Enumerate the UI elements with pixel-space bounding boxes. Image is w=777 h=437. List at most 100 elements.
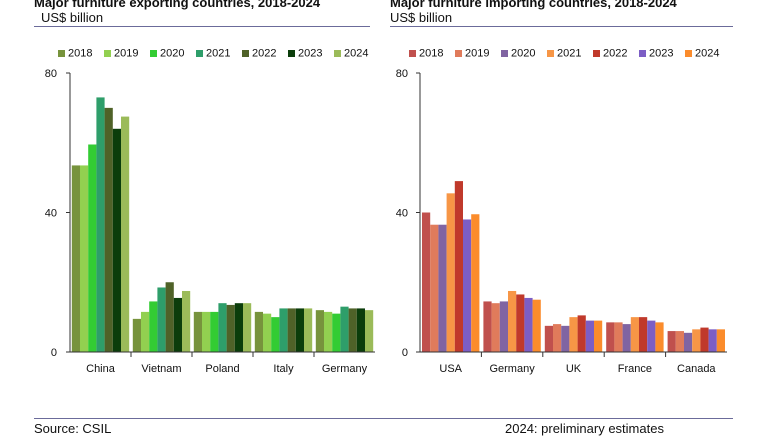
import-bar-uk-2020 [561, 325, 570, 352]
import-bar-france-2020 [622, 324, 631, 352]
import-category-label-canada: Canada [677, 363, 716, 375]
import-bar-uk-2024 [594, 320, 603, 352]
export-bar-vietnam-2020 [149, 301, 158, 352]
import-bar-uk-2019 [553, 324, 562, 352]
export-bar-italy-2022 [287, 308, 296, 352]
source-note: Source: CSIL [34, 421, 112, 436]
import-y-tick-label-40: 40 [396, 208, 408, 220]
export-bar-vietnam-2022 [165, 282, 174, 352]
export-chart-title: Major furniture exporting countries, 201… [34, 0, 321, 10]
export-bar-italy-2020 [271, 317, 280, 353]
import-category-label-usa: USA [439, 363, 462, 375]
export-bar-china-2019 [80, 165, 89, 352]
export-bar-china-2023 [112, 128, 121, 352]
export-bar-poland-2018 [193, 311, 202, 352]
export-y-tick-label-80: 80 [45, 68, 57, 80]
export-bar-italy-2019 [263, 313, 272, 352]
import-bar-usa-2022 [454, 181, 463, 352]
import-bar-usa-2023 [463, 219, 472, 352]
import-category-label-germany: Germany [489, 363, 535, 375]
export-legend-swatch-2018 [58, 50, 65, 57]
export-bar-italy-2024 [304, 308, 313, 352]
export-bar-germany-2023 [356, 308, 365, 352]
import-bar-canada-2022 [700, 327, 709, 352]
export-legend-swatch-2022 [242, 50, 249, 57]
export-legend-label-2022: 2022 [252, 48, 276, 60]
export-chart-unit: US$ billion [41, 10, 104, 25]
export-bar-vietnam-2021 [157, 287, 166, 352]
import-bar-uk-2022 [577, 315, 586, 352]
import-category-label-france: France [618, 363, 652, 375]
export-bar-poland-2023 [234, 303, 243, 352]
import-bar-france-2024 [655, 322, 664, 352]
export-bar-germany-2024 [365, 310, 374, 352]
export-bar-china-2018 [71, 165, 80, 352]
import-bar-canada-2019 [675, 331, 684, 352]
export-bar-germany-2020 [332, 313, 341, 352]
import-bar-france-2021 [630, 317, 639, 353]
import-bar-germany-2020 [499, 301, 508, 352]
import-bar-canada-2021 [692, 329, 701, 352]
import-legend-swatch-2022 [593, 50, 600, 57]
export-legend-label-2020: 2020 [160, 48, 184, 60]
import-bar-uk-2018 [544, 325, 553, 352]
import-bar-germany-2019 [491, 303, 500, 352]
preliminary-note: 2024: preliminary estimates [505, 421, 664, 436]
import-header-rule [390, 26, 733, 27]
export-legend-swatch-2020 [150, 50, 157, 57]
export-bar-germany-2021 [340, 306, 349, 352]
import-bar-usa-2018 [422, 212, 431, 352]
export-legend-label-2019: 2019 [114, 48, 138, 60]
import-legend-label-2018: 2018 [419, 48, 443, 60]
export-legend-label-2024: 2024 [344, 48, 368, 60]
import-legend-swatch-2018 [409, 50, 416, 57]
export-bar-germany-2018 [315, 310, 324, 352]
export-bar-vietnam-2019 [141, 311, 150, 352]
export-bar-poland-2024 [243, 303, 252, 352]
import-legend-label-2021: 2021 [557, 48, 581, 60]
export-legend-label-2021: 2021 [206, 48, 230, 60]
import-legend-swatch-2020 [501, 50, 508, 57]
import-legend-swatch-2021 [547, 50, 554, 57]
import-legend-swatch-2019 [455, 50, 462, 57]
export-legend-swatch-2021 [196, 50, 203, 57]
import-bar-france-2022 [639, 317, 648, 353]
import-bar-usa-2024 [471, 214, 480, 352]
export-bar-china-2020 [88, 144, 97, 352]
import-bar-canada-2020 [684, 332, 693, 352]
import-bar-canada-2018 [667, 331, 676, 352]
export-y-tick-label-0: 0 [51, 347, 57, 359]
export-bar-vietnam-2023 [173, 297, 182, 352]
import-legend-label-2024: 2024 [695, 48, 719, 60]
export-bar-china-2022 [104, 107, 113, 353]
export-bar-china-2021 [96, 97, 105, 352]
export-legend-swatch-2019 [104, 50, 111, 57]
import-bar-uk-2021 [569, 317, 578, 353]
export-category-label-vietnam: Vietnam [141, 363, 181, 375]
import-bar-canada-2023 [708, 329, 717, 352]
import-bar-usa-2019 [430, 224, 439, 352]
export-y-tick-label-40: 40 [45, 208, 57, 220]
export-category-label-italy: Italy [273, 363, 294, 375]
export-bar-poland-2019 [202, 311, 211, 352]
export-bar-china-2024 [121, 116, 130, 352]
export-bar-italy-2018 [254, 311, 263, 352]
import-bar-germany-2021 [508, 290, 517, 352]
export-bar-vietnam-2024 [182, 290, 191, 352]
import-legend-swatch-2024 [685, 50, 692, 57]
import-bar-germany-2024 [532, 299, 541, 352]
export-header-rule [34, 26, 370, 27]
import-bar-germany-2018 [483, 301, 492, 352]
import-legend-swatch-2023 [639, 50, 646, 57]
import-bar-canada-2024 [716, 329, 725, 352]
export-bar-poland-2022 [226, 304, 235, 352]
export-category-label-germany: Germany [322, 363, 368, 375]
export-category-label-poland: Poland [205, 363, 239, 375]
import-bar-france-2018 [606, 322, 615, 352]
export-bar-poland-2021 [218, 303, 227, 352]
export-bar-italy-2021 [279, 308, 288, 352]
import-legend-label-2020: 2020 [511, 48, 535, 60]
export-legend-label-2023: 2023 [298, 48, 322, 60]
import-bar-france-2023 [647, 320, 656, 352]
